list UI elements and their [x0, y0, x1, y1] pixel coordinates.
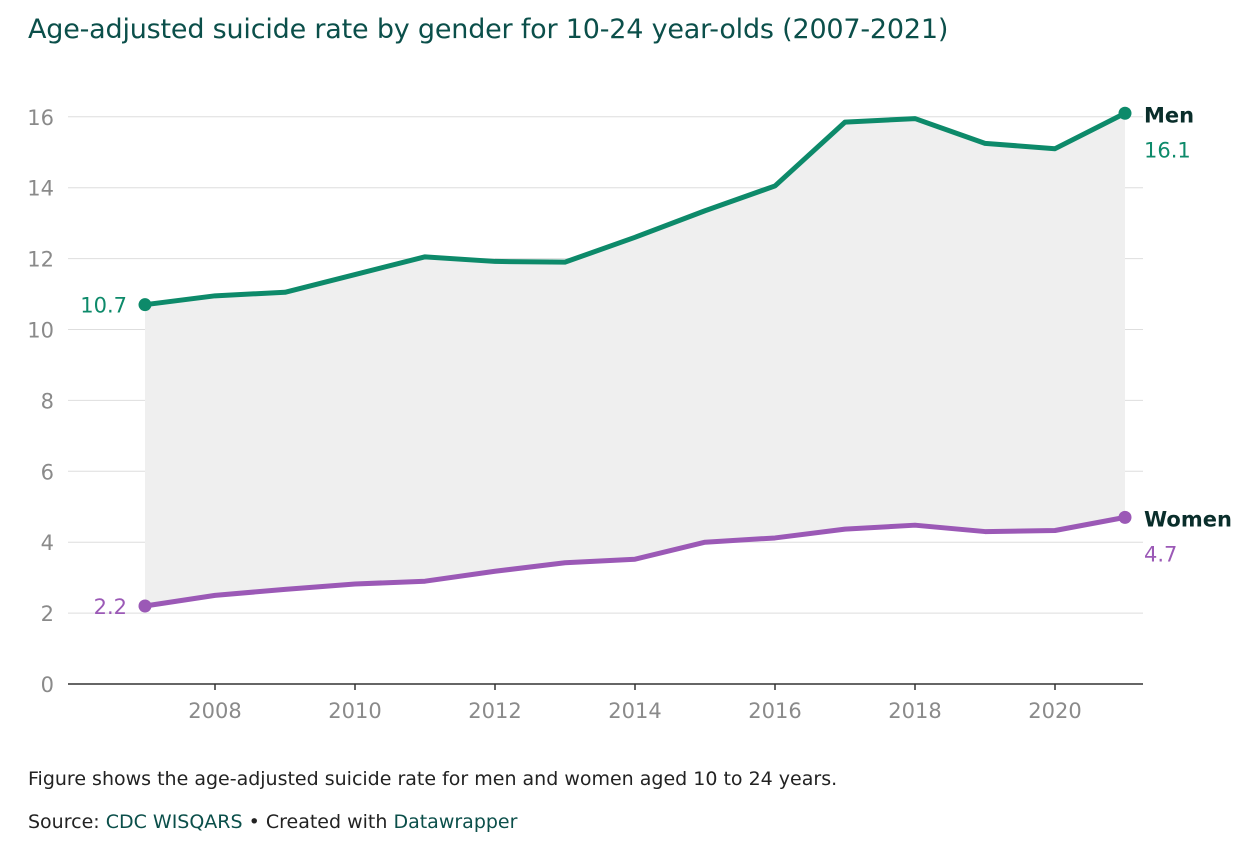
chart-source: Source: CDC WISQARS • Created with Dataw…	[28, 811, 517, 833]
men-end-point	[1118, 106, 1132, 120]
x-tick-label: 2020	[1028, 699, 1081, 723]
y-axis-ticks: 0 2 4 6 8 10 12 14 16	[27, 106, 54, 697]
men-start-value: 10.7	[80, 294, 127, 318]
source-separator: • Created with	[242, 811, 394, 833]
x-axis-ticks: 2008 2010 2012 2014 2016 2018 2020	[188, 684, 1082, 723]
source-prefix: Source:	[28, 811, 106, 833]
y-tick-label: 10	[27, 319, 54, 343]
women-series-name: Women	[1144, 507, 1232, 531]
series-labels: 10.7 Men 16.1 2.2 Women 4.7	[80, 103, 1232, 619]
women-end-value: 4.7	[1144, 542, 1177, 566]
men-line	[142, 110, 1128, 308]
chart-notes: Figure shows the age-adjusted suicide ra…	[28, 768, 838, 790]
women-end-point	[1118, 510, 1132, 524]
y-tick-label: 2	[41, 602, 54, 626]
men-end-value: 16.1	[1144, 138, 1191, 162]
men-start-point	[138, 298, 152, 312]
y-tick-label: 6	[41, 460, 54, 484]
x-tick-label: 2008	[188, 699, 241, 723]
y-tick-label: 14	[27, 177, 54, 201]
y-tick-label: 4	[41, 531, 54, 555]
men-series-name: Men	[1144, 103, 1194, 127]
women-line	[142, 514, 1128, 609]
women-start-point	[138, 599, 152, 613]
y-tick-label: 8	[41, 389, 54, 413]
y-tick-label: 12	[27, 248, 54, 272]
x-tick-label: 2018	[888, 699, 941, 723]
x-tick-label: 2012	[468, 699, 521, 723]
series-lines	[138, 106, 1132, 613]
chart-title: Age-adjusted suicide rate by gender for …	[28, 14, 949, 45]
datawrapper-link[interactable]: Datawrapper	[393, 811, 518, 833]
women-start-value: 2.2	[94, 595, 127, 619]
source-link[interactable]: CDC WISQARS	[105, 811, 243, 833]
area-between-series	[145, 113, 1125, 607]
x-tick-label: 2010	[328, 699, 381, 723]
x-tick-label: 2014	[608, 699, 661, 723]
y-tick-label: 0	[41, 673, 54, 697]
x-tick-label: 2016	[748, 699, 801, 723]
y-tick-label: 16	[27, 106, 54, 130]
